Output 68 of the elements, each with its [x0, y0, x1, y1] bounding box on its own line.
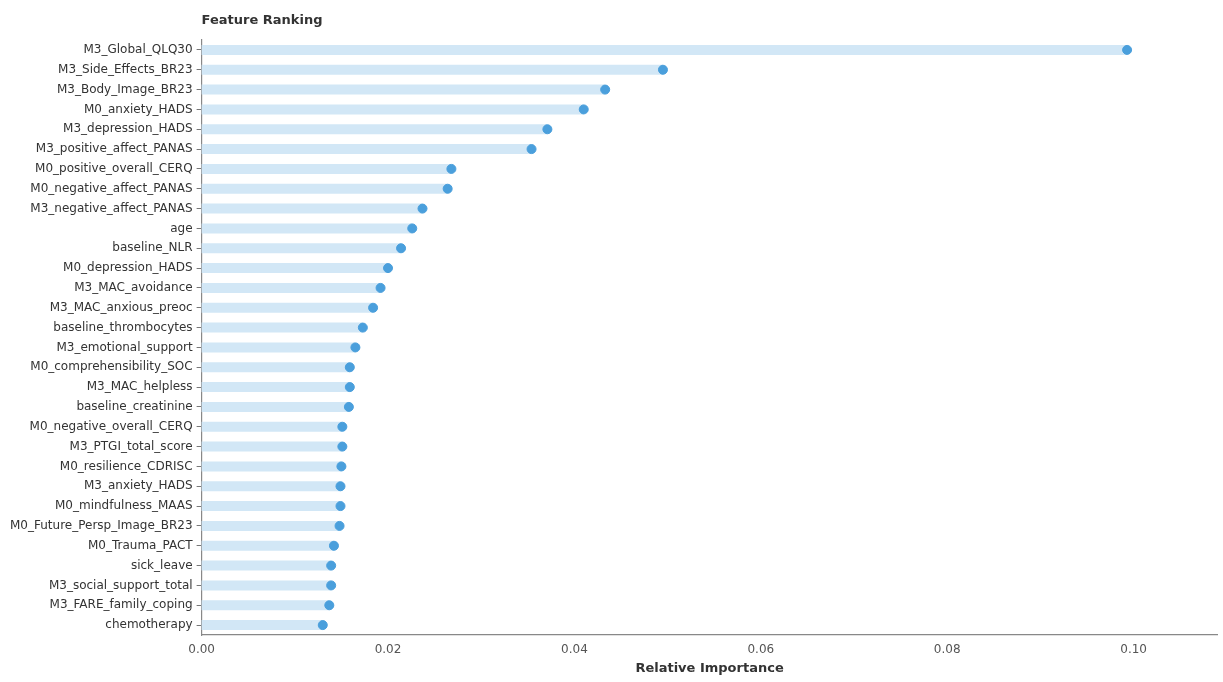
y-tick-label: baseline_NLR [112, 240, 193, 255]
y-tick-label: M3_anxiety_HADS [83, 478, 193, 493]
point [335, 501, 346, 512]
point [600, 84, 611, 95]
point [337, 421, 348, 432]
point [657, 64, 668, 75]
point [578, 104, 589, 115]
x-tick-label: 0.06 [747, 642, 775, 657]
point [337, 441, 348, 452]
point [317, 620, 328, 631]
y-tick-label: chemotherapy [105, 617, 193, 632]
point [417, 203, 428, 214]
y-tick-label: M3_MAC_helpless [86, 379, 193, 394]
y-tick-label: baseline_thrombocytes [53, 319, 193, 334]
y-tick-label: M0_resilience_CDRISC [59, 458, 193, 473]
point [407, 223, 418, 234]
y-tick-label: M0_Trauma_PACT [87, 537, 194, 552]
point [542, 124, 553, 135]
y-tick-label: M3_MAC_avoidance [74, 280, 193, 295]
y-tick-label: M0_depression_HADS [63, 260, 193, 275]
y-tick-label: M3_social_support_total [48, 577, 193, 592]
y-tick-label: M0_comprehensibility_SOC [30, 359, 193, 374]
point [350, 342, 361, 353]
x-tick-label: 0.02 [374, 642, 402, 657]
point [375, 282, 386, 293]
x-tick-label: 0.00 [188, 642, 215, 657]
y-tick-label: sick_leave [130, 557, 193, 572]
x-tick-label: 0.04 [561, 642, 588, 657]
point [328, 540, 339, 551]
point [396, 243, 407, 254]
point [357, 322, 368, 333]
y-tick-label: M0_negative_affect_PANAS [30, 180, 193, 195]
point [368, 302, 379, 313]
y-tick-label: M0_Future_Persp_Image_BR23 [9, 518, 193, 533]
point [344, 362, 355, 373]
y-tick-label: M3_MAC_anxious_preoc [49, 299, 193, 314]
point [326, 560, 337, 571]
point [383, 263, 394, 274]
point [344, 382, 355, 393]
y-tick-label: M0_positive_overall_CERQ [35, 161, 193, 176]
point [326, 580, 337, 591]
point [335, 481, 346, 492]
y-tick-label: M0_anxiety_HADS [83, 101, 193, 116]
y-tick-label: M0_mindfulness_MAAS [54, 498, 193, 513]
y-tick-label: baseline_creatinine [76, 399, 193, 414]
y-tick-label: M3_Global_QLQ30 [83, 42, 193, 57]
chart-title: Feature Ranking [201, 12, 323, 27]
y-tick-label: M3_emotional_support [56, 339, 193, 354]
point [446, 163, 457, 174]
y-tick-label: M3_PTGI_total_score [69, 438, 193, 453]
y-tick-label: M0_negative_overall_CERQ [29, 418, 193, 433]
point [1122, 44, 1133, 55]
x-tick-label: 0.10 [1120, 642, 1147, 657]
y-tick-label: M3_positive_affect_PANAS [35, 141, 193, 156]
y-tick-label: M3_Body_Image_BR23 [56, 81, 193, 96]
point [526, 144, 537, 155]
y-tick-label: M3_Side_Effects_BR23 [58, 61, 193, 76]
x-tick-label: 0.08 [933, 642, 961, 657]
point [336, 461, 347, 472]
y-tick-label: age [170, 220, 193, 235]
point [324, 600, 335, 611]
y-tick-label: M3_FARE_family_coping [49, 597, 193, 612]
point [442, 183, 453, 194]
y-tick-label: M3_depression_HADS [63, 121, 193, 136]
x-axis-title: Relative Importance [635, 659, 784, 675]
y-tick-label: M3_negative_affect_PANAS [30, 200, 193, 215]
point [343, 401, 354, 412]
point [334, 520, 345, 531]
